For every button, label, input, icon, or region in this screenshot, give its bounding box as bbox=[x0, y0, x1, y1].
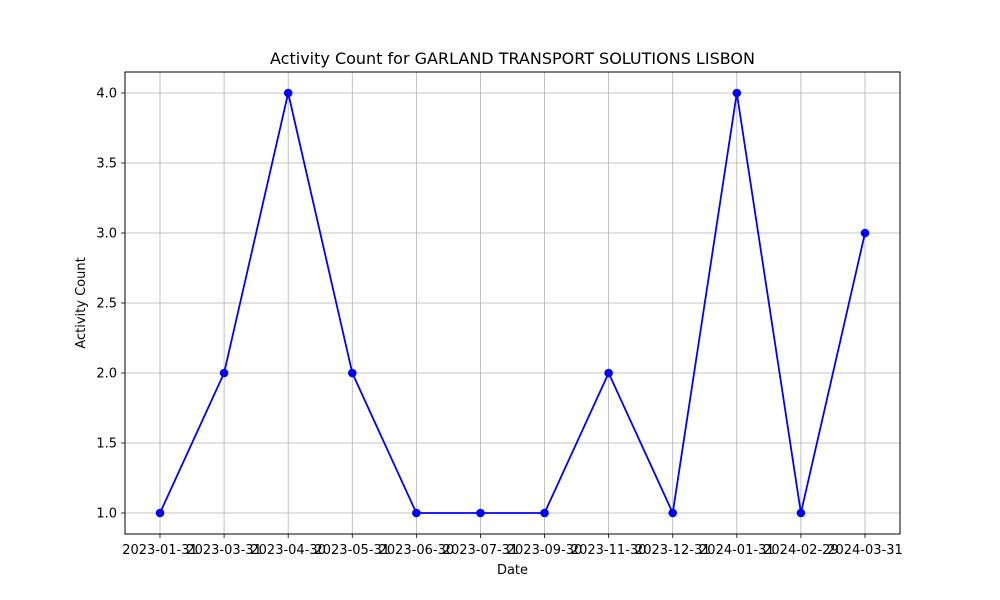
data-point bbox=[540, 508, 549, 518]
y-axis: 1.0 1.5 2.0 2.5 3.0 3.5 4.0 bbox=[96, 87, 125, 522]
y-tick-label: 3.5 bbox=[96, 157, 117, 172]
x-tick-label: 2024-03-31 bbox=[827, 543, 903, 558]
x-tick-label: 2024-02-29 bbox=[763, 543, 839, 558]
x-tick-label: 2023-07-31 bbox=[443, 543, 519, 558]
y-tick-label: 4.0 bbox=[96, 87, 117, 102]
x-tick-label: 2023-04-30 bbox=[250, 543, 326, 558]
x-tick-label: 2023-03-31 bbox=[186, 543, 262, 558]
y-tick-label: 2.5 bbox=[96, 297, 117, 312]
data-point bbox=[732, 88, 742, 98]
y-tick-label: 2.0 bbox=[96, 367, 117, 382]
y-tick-label: 1.5 bbox=[96, 437, 117, 452]
data-point bbox=[796, 508, 806, 518]
x-tick-label: 2023-11-30 bbox=[571, 543, 647, 558]
x-tick-label: 2023-05-31 bbox=[314, 543, 390, 558]
series-line bbox=[159, 92, 866, 517]
chart-title: Activity Count for GARLAND TRANSPORT SOL… bbox=[270, 49, 755, 68]
grid bbox=[125, 72, 900, 534]
data-point bbox=[347, 368, 357, 378]
x-tick-label: 2023-06-30 bbox=[379, 543, 455, 558]
y-tick-label: 3.0 bbox=[96, 227, 117, 242]
data-point bbox=[412, 508, 421, 518]
series-group bbox=[155, 88, 870, 518]
data-point bbox=[219, 368, 229, 378]
data-point bbox=[283, 88, 293, 98]
x-tick-label: 2023-12-31 bbox=[635, 543, 711, 558]
x-tick-label: 2023-09-30 bbox=[507, 543, 583, 558]
data-point bbox=[476, 508, 485, 518]
x-tick-label: 2023-01-31 bbox=[122, 543, 198, 558]
data-point bbox=[155, 508, 165, 518]
y-axis-label: Activity Count bbox=[74, 257, 89, 348]
x-axis: 2023-01-312023-03-312023-04-302023-05-31… bbox=[122, 534, 903, 558]
data-point bbox=[860, 228, 870, 238]
data-point bbox=[668, 508, 678, 518]
x-axis-label: Date bbox=[497, 563, 528, 578]
y-tick-label: 1.0 bbox=[96, 507, 117, 522]
data-point bbox=[604, 368, 613, 378]
x-tick-label: 2024-01-31 bbox=[699, 543, 775, 558]
